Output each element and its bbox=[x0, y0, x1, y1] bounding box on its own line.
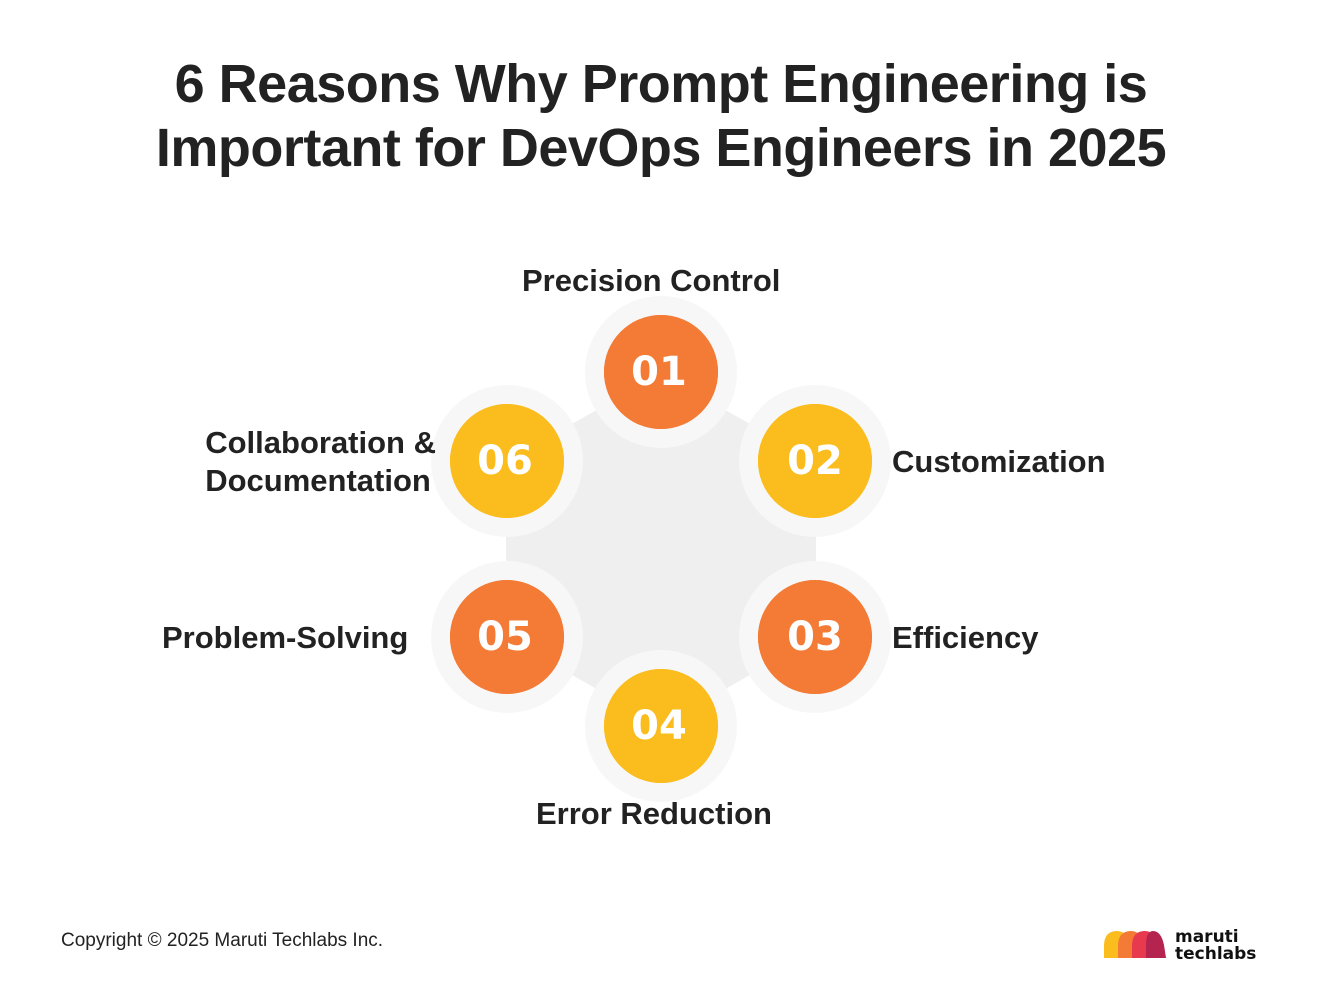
step-02-number-label: 02 bbox=[787, 438, 843, 484]
step-01-disc bbox=[604, 315, 718, 429]
page-title: 6 Reasons Why Prompt Engineering is Impo… bbox=[0, 52, 1322, 180]
brand-line-1: maruti bbox=[1175, 927, 1239, 947]
center-hexagon bbox=[506, 374, 816, 726]
step-03-number-label: 03 bbox=[787, 614, 843, 660]
copyright-text: Copyright © 2025 Maruti Techlabs Inc. bbox=[61, 930, 384, 951]
step-04-disc bbox=[604, 669, 718, 783]
label-precision-control: Precision Control bbox=[522, 263, 781, 298]
label-customization: Customization bbox=[892, 444, 1106, 479]
brand-line-2: techlabs bbox=[1175, 944, 1257, 964]
title-line-2: Important for DevOps Engineers in 2025 bbox=[155, 118, 1167, 178]
step-05-disc bbox=[450, 580, 564, 694]
step-05-number-label: 05 bbox=[477, 614, 533, 660]
label-collaboration-documentation: Collaboration & Documentation bbox=[205, 424, 436, 500]
label-error-reduction: Error Reduction bbox=[536, 796, 772, 831]
step-02-disc bbox=[758, 404, 872, 518]
step-06-number-label: 06 bbox=[477, 438, 533, 484]
brand-wordmark: maruti techlabs bbox=[1175, 929, 1256, 963]
label-collaboration: Collaboration & bbox=[205, 425, 436, 460]
label-problem-solving: Problem-Solving bbox=[162, 620, 409, 655]
label-documentation: Documentation bbox=[205, 463, 431, 498]
title-line-1: 6 Reasons Why Prompt Engineering is bbox=[174, 54, 1148, 114]
label-efficiency: Efficiency bbox=[892, 620, 1039, 655]
logo-peak-4 bbox=[1146, 931, 1166, 958]
step-discs-overlay: 01 02 03 04 05 06 bbox=[450, 315, 872, 783]
step-03-disc bbox=[758, 580, 872, 694]
step-04-number-label: 04 bbox=[631, 703, 687, 749]
brand-logo-mark bbox=[1104, 931, 1166, 958]
step-01-number-label: 01 bbox=[631, 349, 687, 395]
step-06-disc bbox=[450, 404, 564, 518]
